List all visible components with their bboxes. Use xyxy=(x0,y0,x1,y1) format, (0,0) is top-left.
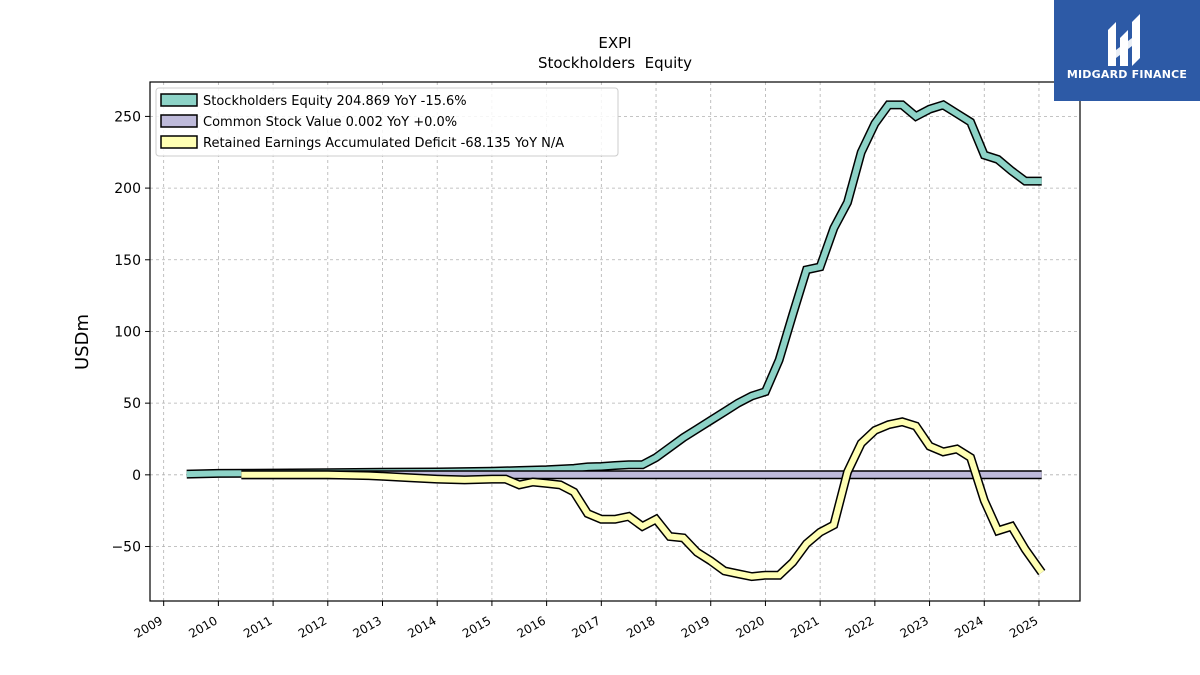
x-tick-label: 2014 xyxy=(405,613,438,640)
x-tick-label: 2021 xyxy=(788,613,821,640)
y-tick-label: −50 xyxy=(111,540,141,556)
legend-swatch-2 xyxy=(160,114,198,128)
series-line-3 xyxy=(241,418,1045,580)
axis-ticks: −50 0 50 100 150 200 250 2009 2010 2011 2012 2013 20… xyxy=(111,109,1040,640)
y-axis-label: USDm xyxy=(72,314,93,370)
x-tick-label: 2022 xyxy=(843,613,876,640)
legend-swatch-1 xyxy=(160,93,198,107)
x-tick-label: 2011 xyxy=(241,613,274,640)
y-tick-label: 0 xyxy=(132,468,141,484)
x-tick-label: 2023 xyxy=(898,613,931,640)
x-tick-label: 2019 xyxy=(679,613,712,640)
y-tick-label: 200 xyxy=(114,181,141,197)
x-tick-label: 2010 xyxy=(186,613,219,640)
plot-frame xyxy=(149,81,1081,602)
legend: Stockholders Equity 204.869 YoY -15.6% Co… xyxy=(155,87,619,157)
y-tick-label: 50 xyxy=(123,396,141,412)
y-tick-label: 150 xyxy=(114,253,141,269)
chart-subtitle: Stockholders Equity xyxy=(538,54,692,72)
logo-mark-icon xyxy=(1108,14,1140,66)
x-tick-label: 2015 xyxy=(460,613,493,640)
x-tick-label: 2020 xyxy=(733,613,766,640)
x-tick-label: 2018 xyxy=(624,613,657,640)
x-tick-label: 2016 xyxy=(515,613,548,640)
chart-title: EXPI xyxy=(598,34,631,52)
x-tick-label: 2024 xyxy=(952,613,985,640)
series-outline-3 xyxy=(241,417,1046,582)
x-tick-label: 2012 xyxy=(296,613,329,640)
x-tick-label: 2013 xyxy=(351,613,384,640)
logo-text: MIDGARD FINANCE xyxy=(1066,68,1188,81)
series-lines xyxy=(186,99,1046,582)
x-tick-label: 2025 xyxy=(1007,613,1040,640)
legend-label-1: Stockholders Equity 204.869 YoY -15.6% xyxy=(203,94,467,109)
x-tick-label: 2009 xyxy=(132,613,165,640)
legend-label-3: Retained Earnings Accumulated Deficit -6… xyxy=(203,136,564,151)
series-outline-1 xyxy=(186,99,1042,479)
series-line-1 xyxy=(186,101,1042,478)
y-tick-label: 100 xyxy=(114,324,141,340)
midgard-finance-logo: MIDGARD FINANCE xyxy=(1054,0,1200,101)
y-tick-label: 250 xyxy=(114,109,141,125)
legend-box xyxy=(155,87,619,157)
legend-label-2: Common Stock Value 0.002 YoY +0.0% xyxy=(203,115,457,130)
legend-swatch-3 xyxy=(160,135,198,149)
x-tick-label: 2017 xyxy=(569,613,602,640)
